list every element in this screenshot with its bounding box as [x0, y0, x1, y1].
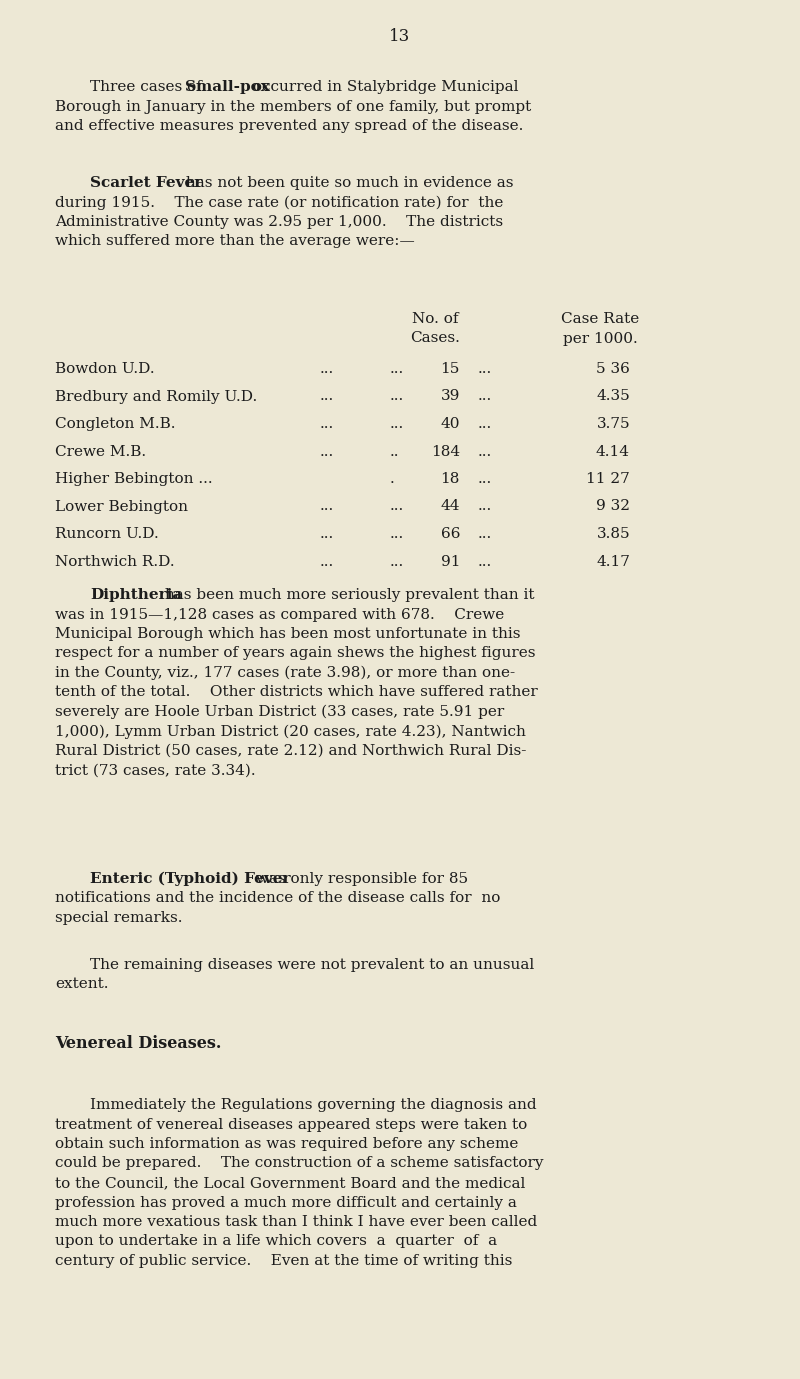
Text: extent.: extent. — [55, 978, 109, 992]
Text: Borough in January in the members of one family, but prompt: Borough in January in the members of one… — [55, 99, 531, 113]
Text: 15: 15 — [441, 363, 460, 376]
Text: tenth of the total.    Other districts which have suffered rather: tenth of the total. Other districts whic… — [55, 685, 538, 699]
Text: 91: 91 — [441, 554, 460, 568]
Text: could be prepared.    The construction of a scheme satisfactory: could be prepared. The construction of a… — [55, 1157, 543, 1171]
Text: Municipal Borough which has been most unfortunate in this: Municipal Borough which has been most un… — [55, 627, 521, 641]
Text: 3.75: 3.75 — [596, 416, 630, 432]
Text: upon to undertake in a life which covers  a  quarter  of  a: upon to undertake in a life which covers… — [55, 1234, 497, 1248]
Text: Scarlet Fever: Scarlet Fever — [90, 177, 202, 190]
Text: ...: ... — [478, 389, 492, 404]
Text: 184: 184 — [431, 444, 460, 458]
Text: trict (73 cases, rate 3.34).: trict (73 cases, rate 3.34). — [55, 764, 256, 778]
Text: ...: ... — [478, 499, 492, 513]
Text: Bowdon U.D.: Bowdon U.D. — [55, 363, 154, 376]
Text: ...: ... — [390, 554, 404, 568]
Text: 5 36: 5 36 — [596, 363, 630, 376]
Text: Runcorn U.D.: Runcorn U.D. — [55, 527, 158, 541]
Text: 13: 13 — [390, 28, 410, 46]
Text: No. of: No. of — [412, 312, 458, 325]
Text: to the Council, the Local Government Board and the medical: to the Council, the Local Government Boa… — [55, 1176, 526, 1190]
Text: ...: ... — [478, 363, 492, 376]
Text: Rural District (50 cases, rate 2.12) and Northwich Rural Dis-: Rural District (50 cases, rate 2.12) and… — [55, 745, 526, 758]
Text: ...: ... — [390, 527, 404, 541]
Text: much more vexatious task than I think I have ever been called: much more vexatious task than I think I … — [55, 1215, 538, 1229]
Text: special remarks.: special remarks. — [55, 912, 182, 925]
Text: ...: ... — [320, 363, 334, 376]
Text: 1,000), Lymm Urban District (20 cases, rate 4.23), Nantwich: 1,000), Lymm Urban District (20 cases, r… — [55, 724, 526, 739]
Text: 44: 44 — [441, 499, 460, 513]
Text: 66: 66 — [441, 527, 460, 541]
Text: Lower Bebington: Lower Bebington — [55, 499, 188, 513]
Text: Three cases of: Three cases of — [90, 80, 206, 94]
Text: ...: ... — [320, 527, 334, 541]
Text: Enteric (Typhoid) Fever: Enteric (Typhoid) Fever — [90, 872, 290, 887]
Text: ...: ... — [478, 554, 492, 568]
Text: ...: ... — [390, 416, 404, 432]
Text: Case Rate: Case Rate — [561, 312, 639, 325]
Text: 40: 40 — [441, 416, 460, 432]
Text: occurred in Stalybridge Municipal: occurred in Stalybridge Municipal — [248, 80, 518, 94]
Text: obtain such information as was required before any scheme: obtain such information as was required … — [55, 1138, 518, 1151]
Text: 3.85: 3.85 — [596, 527, 630, 541]
Text: 9 32: 9 32 — [596, 499, 630, 513]
Text: profession has proved a much more difficult and certainly a: profession has proved a much more diffic… — [55, 1196, 517, 1209]
Text: Venereal Diseases.: Venereal Diseases. — [55, 1036, 222, 1052]
Text: during 1915.    The case rate (or notification rate) for  the: during 1915. The case rate (or notificat… — [55, 196, 503, 210]
Text: ...: ... — [320, 389, 334, 404]
Text: .: . — [390, 472, 394, 485]
Text: treatment of venereal diseases appeared steps were taken to: treatment of venereal diseases appeared … — [55, 1117, 527, 1132]
Text: Administrative County was 2.95 per 1,000.    The districts: Administrative County was 2.95 per 1,000… — [55, 215, 503, 229]
Text: in the County, viz., 177 cases (rate 3.98), or more than one-: in the County, viz., 177 cases (rate 3.9… — [55, 666, 515, 680]
Text: 18: 18 — [441, 472, 460, 485]
Text: ...: ... — [390, 389, 404, 404]
Text: The remaining diseases were not prevalent to an unusual: The remaining diseases were not prevalen… — [90, 958, 534, 972]
Text: ...: ... — [320, 554, 334, 568]
Text: Diphtheria: Diphtheria — [90, 587, 182, 603]
Text: ...: ... — [320, 416, 334, 432]
Text: 4.14: 4.14 — [596, 444, 630, 458]
Text: has been much more seriously prevalent than it: has been much more seriously prevalent t… — [160, 587, 534, 603]
Text: Small-pox: Small-pox — [186, 80, 270, 94]
Text: Crewe M.B.: Crewe M.B. — [55, 444, 146, 458]
Text: ...: ... — [478, 472, 492, 485]
Text: Congleton M.B.: Congleton M.B. — [55, 416, 175, 432]
Text: which suffered more than the average were:—: which suffered more than the average wer… — [55, 234, 414, 248]
Text: ...: ... — [320, 444, 334, 458]
Text: notifications and the incidence of the disease calls for  no: notifications and the incidence of the d… — [55, 891, 500, 906]
Text: Northwich R.D.: Northwich R.D. — [55, 554, 174, 568]
Text: has not been quite so much in evidence as: has not been quite so much in evidence a… — [181, 177, 514, 190]
Text: Immediately the Regulations governing the diagnosis and: Immediately the Regulations governing th… — [90, 1098, 537, 1111]
Text: ...: ... — [390, 363, 404, 376]
Text: Bredbury and Romily U.D.: Bredbury and Romily U.D. — [55, 389, 258, 404]
Text: 11 27: 11 27 — [586, 472, 630, 485]
Text: was in 1915—1,128 cases as compared with 678.    Crewe: was in 1915—1,128 cases as compared with… — [55, 608, 504, 622]
Text: 4.17: 4.17 — [596, 554, 630, 568]
Text: ...: ... — [478, 416, 492, 432]
Text: ...: ... — [320, 499, 334, 513]
Text: 4.35: 4.35 — [596, 389, 630, 404]
Text: and effective measures prevented any spread of the disease.: and effective measures prevented any spr… — [55, 119, 523, 132]
Text: respect for a number of years again shews the highest figures: respect for a number of years again shew… — [55, 647, 535, 661]
Text: Cases.: Cases. — [410, 331, 460, 346]
Text: ...: ... — [478, 444, 492, 458]
Text: was only responsible for 85: was only responsible for 85 — [251, 872, 468, 885]
Text: per 1000.: per 1000. — [562, 331, 638, 346]
Text: Higher Bebington ...: Higher Bebington ... — [55, 472, 213, 485]
Text: 39: 39 — [441, 389, 460, 404]
Text: ..: .. — [390, 444, 399, 458]
Text: century of public service.    Even at the time of writing this: century of public service. Even at the t… — [55, 1254, 512, 1269]
Text: ...: ... — [478, 527, 492, 541]
Text: ...: ... — [390, 499, 404, 513]
Text: severely are Hoole Urban District (33 cases, rate 5.91 per: severely are Hoole Urban District (33 ca… — [55, 705, 504, 720]
